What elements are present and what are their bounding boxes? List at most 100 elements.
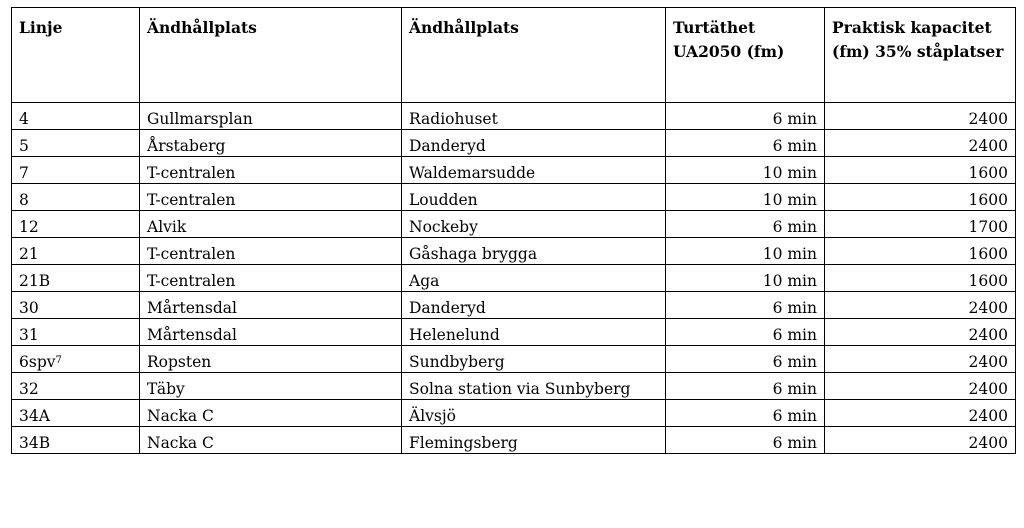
cell-capacity: 1600 (824, 156, 1016, 184)
cell-endstop-from: T-centralen (139, 183, 402, 211)
table-row: 7 T-centralen Waldemarsudde 10 min 1600 (11, 156, 1016, 184)
table-row: 34A Nacka C Älvsjö 6 min 2400 (11, 399, 1016, 427)
table-row: 21 T-centralen Gåshaga brygga 10 min 1600 (11, 237, 1016, 265)
header-endstop-1: Ändhållplats (139, 7, 402, 103)
cell-linje: 5 (11, 129, 140, 157)
line-number: 34A (19, 407, 50, 425)
cell-frequency: 6 min (665, 102, 825, 130)
header-capacity: Praktisk kapacitet (fm) 35% ståplatser (824, 7, 1016, 103)
cell-linje: 7 (11, 156, 140, 184)
cell-endstop-from: Mårtensdal (139, 291, 402, 319)
line-number: 5 (19, 137, 29, 155)
cell-frequency: 6 min (665, 399, 825, 427)
table-row: 32 Täby Solna station via Sunbyberg 6 min 24… (11, 372, 1016, 400)
cell-capacity: 1600 (824, 183, 1016, 211)
cell-endstop-to: Aga (401, 264, 666, 292)
cell-endstop-to: Danderyd (401, 291, 666, 319)
cell-capacity: 2400 (824, 129, 1016, 157)
cell-frequency: 6 min (665, 291, 825, 319)
cell-endstop-to: Danderyd (401, 129, 666, 157)
cell-linje: 8 (11, 183, 140, 211)
table-row: 21B T-centralen Aga 10 min 1600 (11, 264, 1016, 292)
cell-endstop-from: Ropsten (139, 345, 402, 373)
table-body: 4 Gullmarsplan Radiohuset 6 min 2400 5 Årstabe… (11, 102, 1016, 454)
line-number: 7 (19, 164, 29, 182)
cell-endstop-to: Helenelund (401, 318, 666, 346)
cell-frequency: 6 min (665, 372, 825, 400)
cell-endstop-to: Sundbyberg (401, 345, 666, 373)
cell-capacity: 2400 (824, 399, 1016, 427)
cell-frequency: 10 min (665, 237, 825, 265)
line-number: 4 (19, 110, 29, 128)
cell-endstop-from: T-centralen (139, 156, 402, 184)
line-number: 6spv (19, 353, 56, 371)
line-number: 8 (19, 191, 29, 209)
cell-endstop-to: Älvsjö (401, 399, 666, 427)
cell-linje: 30 (11, 291, 140, 319)
cell-endstop-from: T-centralen (139, 237, 402, 265)
cell-endstop-from: Årstaberg (139, 129, 402, 157)
cell-frequency: 10 min (665, 264, 825, 292)
table-row: 8 T-centralen Loudden 10 min 1600 (11, 183, 1016, 211)
header-endstop-2: Ändhållplats (401, 7, 666, 103)
cell-endstop-to: Flemingsberg (401, 426, 666, 454)
cell-capacity: 2400 (824, 372, 1016, 400)
cell-capacity: 2400 (824, 318, 1016, 346)
table-header-row: Linje Ändhållplats Ändhållplats Turtäthe… (11, 7, 1016, 103)
cell-capacity: 1600 (824, 264, 1016, 292)
cell-endstop-to: Waldemarsudde (401, 156, 666, 184)
cell-linje: 32 (11, 372, 140, 400)
cell-endstop-from: Nacka C (139, 399, 402, 427)
cell-linje: 12 (11, 210, 140, 238)
cell-linje: 31 (11, 318, 140, 346)
cell-frequency: 10 min (665, 183, 825, 211)
line-number: 12 (19, 218, 39, 236)
cell-frequency: 10 min (665, 156, 825, 184)
cell-endstop-from: Gullmarsplan (139, 102, 402, 130)
line-number: 32 (19, 380, 39, 398)
cell-endstop-to: Radiohuset (401, 102, 666, 130)
table-row: 31 Mårtensdal Helenelund 6 min 2400 (11, 318, 1016, 346)
cell-capacity: 1600 (824, 237, 1016, 265)
table-row: 6spv7 Ropsten Sundbyberg 6 min 2400 (11, 345, 1016, 373)
cell-endstop-from: Alvik (139, 210, 402, 238)
line-number: 31 (19, 326, 39, 344)
cell-linje: 4 (11, 102, 140, 130)
cell-endstop-from: Täby (139, 372, 402, 400)
cell-endstop-from: Nacka C (139, 426, 402, 454)
tram-lines-table: Linje Ändhållplats Ändhållplats Turtäthe… (11, 7, 1016, 454)
line-number: 34B (19, 434, 51, 452)
cell-linje: 34A (11, 399, 140, 427)
cell-capacity: 2400 (824, 426, 1016, 454)
cell-linje: 34B (11, 426, 140, 454)
cell-capacity: 1700 (824, 210, 1016, 238)
table-row: 4 Gullmarsplan Radiohuset 6 min 2400 (11, 102, 1016, 130)
cell-linje: 21 (11, 237, 140, 265)
table-row: 12 Alvik Nockeby 6 min 1700 (11, 210, 1016, 238)
header-linje: Linje (11, 7, 140, 103)
footnote-marker: 7 (55, 355, 62, 366)
line-number: 30 (19, 299, 39, 317)
cell-frequency: 6 min (665, 210, 825, 238)
cell-endstop-to: Gåshaga brygga (401, 237, 666, 265)
cell-frequency: 6 min (665, 426, 825, 454)
cell-endstop-to: Loudden (401, 183, 666, 211)
table-row: 5 Årstaberg Danderyd 6 min 2400 (11, 129, 1016, 157)
cell-capacity: 2400 (824, 102, 1016, 130)
table-row: 34B Nacka C Flemingsberg 6 min 2400 (11, 426, 1016, 454)
cell-endstop-from: Mårtensdal (139, 318, 402, 346)
cell-frequency: 6 min (665, 129, 825, 157)
header-frequency: Turtäthet UA2050 (fm) (665, 7, 825, 103)
cell-capacity: 2400 (824, 291, 1016, 319)
cell-capacity: 2400 (824, 345, 1016, 373)
cell-frequency: 6 min (665, 318, 825, 346)
cell-linje: 21B (11, 264, 140, 292)
table-row: 30 Mårtensdal Danderyd 6 min 2400 (11, 291, 1016, 319)
line-number: 21 (19, 245, 39, 263)
cell-frequency: 6 min (665, 345, 825, 373)
cell-endstop-from: T-centralen (139, 264, 402, 292)
cell-endstop-to: Nockeby (401, 210, 666, 238)
line-number: 21B (19, 272, 51, 290)
cell-endstop-to: Solna station via Sunbyberg (401, 372, 666, 400)
cell-linje: 6spv7 (11, 345, 140, 373)
